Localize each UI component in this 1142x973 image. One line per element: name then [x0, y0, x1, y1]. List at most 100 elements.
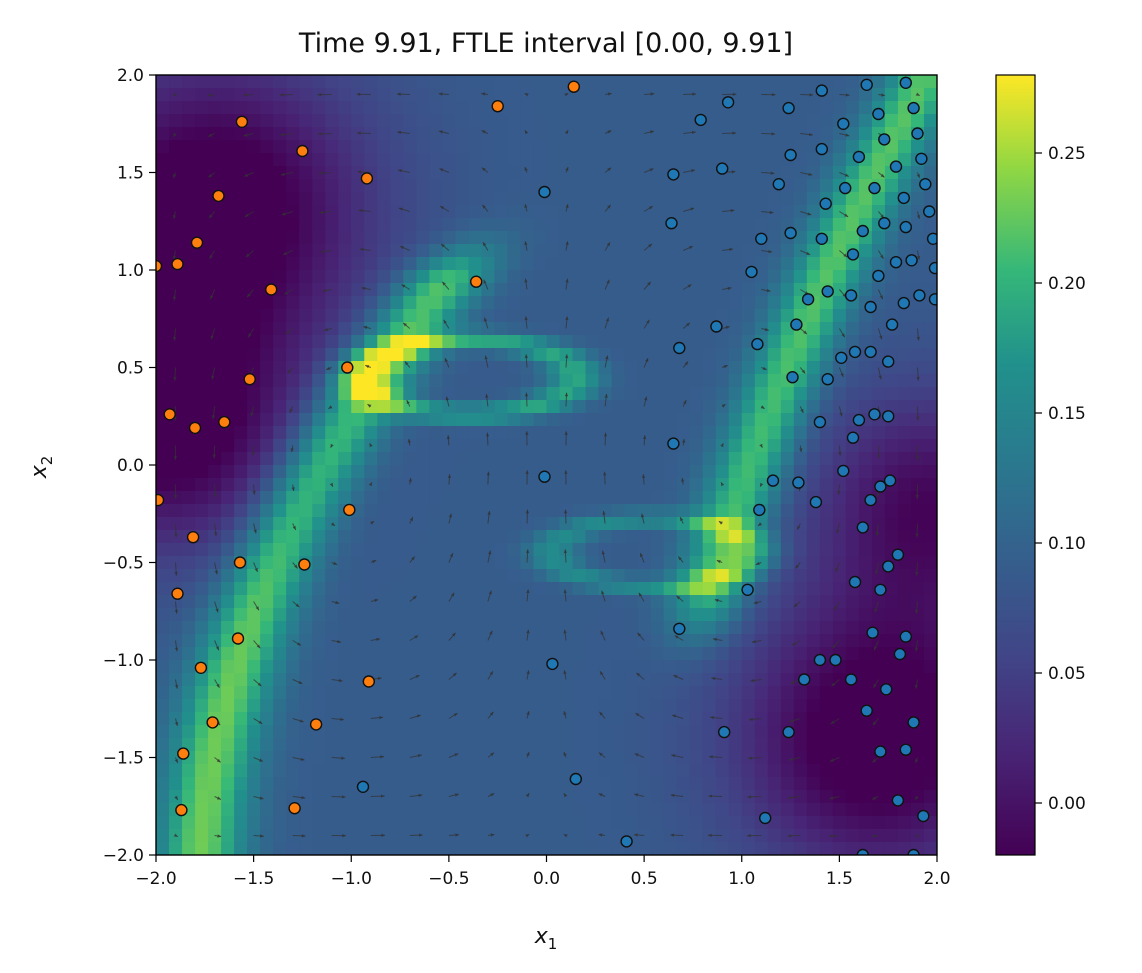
heatmap-cell [833, 231, 847, 245]
heatmap-cell [651, 764, 665, 778]
heatmap-cell [885, 504, 899, 518]
heatmap-cell [872, 75, 886, 89]
heatmap-cell [429, 478, 443, 492]
heatmap-cell [455, 166, 469, 180]
heatmap-cell [221, 309, 235, 323]
heatmap-cell [586, 153, 600, 167]
heatmap-cell [677, 816, 691, 830]
heatmap-cell [781, 543, 795, 557]
heatmap-cell [221, 283, 235, 297]
heatmap-cell [468, 413, 482, 427]
heatmap-cell [390, 543, 404, 557]
heatmap-cell [677, 686, 691, 700]
heatmap-cell [703, 764, 717, 778]
heatmap-cell [547, 309, 561, 323]
heatmap-cell [468, 218, 482, 232]
heatmap-cell [911, 582, 925, 596]
heatmap-cell [429, 816, 443, 830]
heatmap-cell [338, 127, 352, 141]
heatmap-cell [494, 712, 508, 726]
heatmap-cell [156, 361, 170, 375]
heatmap-cell [481, 296, 495, 310]
heatmap-cell [924, 322, 938, 336]
heatmap-cell [625, 231, 639, 245]
heatmap-cell [781, 387, 795, 401]
heatmap-cell [260, 374, 274, 388]
heatmap-cell [507, 842, 521, 856]
heatmap-cell [833, 387, 847, 401]
heatmap-cell [208, 569, 222, 583]
heatmap-cell [221, 439, 235, 453]
heatmap-cell [299, 335, 313, 349]
heatmap-cell [299, 270, 313, 284]
heatmap-cell [221, 296, 235, 310]
heatmap-cell [312, 257, 326, 271]
heatmap-cell [573, 517, 587, 531]
heatmap-cell [403, 244, 417, 258]
heatmap-cell [859, 101, 873, 115]
orange-particle [207, 717, 218, 728]
blue-particle [873, 270, 884, 281]
heatmap-cell [260, 660, 274, 674]
heatmap-cell [898, 387, 912, 401]
heatmap-cell [429, 114, 443, 128]
heatmap-cell [781, 803, 795, 817]
heatmap-cell [898, 491, 912, 505]
heatmap-cell [625, 283, 639, 297]
heatmap-cell [625, 673, 639, 687]
heatmap-cell [416, 361, 430, 375]
heatmap-cell [885, 296, 899, 310]
heatmap-cell [872, 608, 886, 622]
heatmap-cell [221, 218, 235, 232]
heatmap-cell [651, 816, 665, 830]
heatmap-cell [520, 751, 534, 765]
heatmap-cell [651, 621, 665, 635]
heatmap-cell [846, 738, 860, 752]
heatmap-cell [520, 179, 534, 193]
heatmap-cell [338, 543, 352, 557]
heatmap-cell [703, 335, 717, 349]
heatmap-cell [455, 647, 469, 661]
heatmap-cell [703, 231, 717, 245]
heatmap-cell [625, 647, 639, 661]
heatmap-cell [520, 582, 534, 596]
heatmap-cell [494, 88, 508, 102]
heatmap-cell [390, 374, 404, 388]
heatmap-cell [234, 608, 248, 622]
heatmap-cell [208, 452, 222, 466]
heatmap-cell [286, 608, 300, 622]
heatmap-cell [156, 803, 170, 817]
heatmap-cell [872, 335, 886, 349]
heatmap-cell [442, 764, 456, 778]
heatmap-cell [169, 348, 183, 362]
heatmap-cell [221, 140, 235, 154]
heatmap-cell [208, 465, 222, 479]
heatmap-cell [768, 543, 782, 557]
heatmap-cell [390, 179, 404, 193]
heatmap-cell [273, 101, 287, 115]
heatmap-cell [924, 686, 938, 700]
heatmap-cell [547, 504, 561, 518]
heatmap-cell [403, 140, 417, 154]
heatmap-cell [377, 348, 391, 362]
heatmap-cell [781, 491, 795, 505]
heatmap-cell [625, 595, 639, 609]
heatmap-cell [533, 374, 547, 388]
heatmap-cell [351, 530, 365, 544]
heatmap-cell [638, 270, 652, 284]
heatmap-cell [833, 569, 847, 583]
heatmap-cell [299, 348, 313, 362]
heatmap-cell [625, 361, 639, 375]
heatmap-cell [156, 634, 170, 648]
heatmap-cell [586, 842, 600, 856]
heatmap-cell [885, 179, 899, 193]
heatmap-cell [638, 712, 652, 726]
heatmap-cell [377, 309, 391, 323]
blue-particle [867, 627, 878, 638]
heatmap-cell [781, 426, 795, 440]
heatmap-cell [468, 829, 482, 843]
orange-particle [164, 409, 175, 420]
heatmap-cell [468, 88, 482, 102]
blue-particle [816, 144, 827, 155]
heatmap-cell [520, 842, 534, 856]
